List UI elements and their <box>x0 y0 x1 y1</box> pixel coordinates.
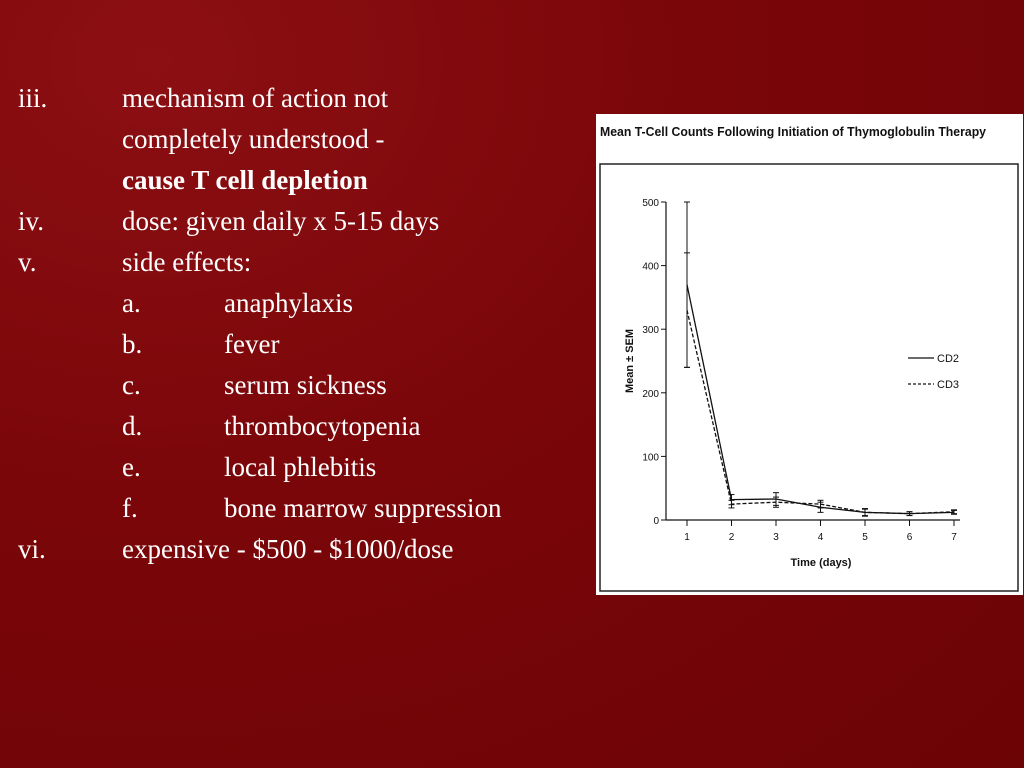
outline-marker: iv. <box>18 206 44 236</box>
y-tick-label: 400 <box>642 262 659 273</box>
outline-marker: v. <box>18 247 37 277</box>
y-tick-label: 100 <box>642 452 659 463</box>
y-tick-label: 200 <box>642 389 659 400</box>
y-tick-label: 500 <box>642 198 659 209</box>
subitem-marker: a. <box>122 288 141 318</box>
outline-text: mechanism of action not <box>122 83 389 113</box>
chart-title: Mean T-Cell Counts Following Initiation … <box>600 125 986 139</box>
x-axis-label: Time (days) <box>791 557 852 569</box>
x-tick-label: 6 <box>907 532 913 543</box>
tcell-chart: Mean T-Cell Counts Following Initiation … <box>599 125 1019 592</box>
series-line-cd3 <box>686 309 955 515</box>
subitem-marker: b. <box>122 329 143 359</box>
x-tick-label: 5 <box>862 532 868 543</box>
legend-label-cd2: CD2 <box>937 353 959 365</box>
x-tick-label: 3 <box>773 532 779 543</box>
outline-text: completely understood - <box>122 124 385 154</box>
y-axis-label: Mean ± SEM <box>624 329 636 393</box>
subitem-marker: d. <box>122 411 143 441</box>
subitem-text: fever <box>224 329 280 359</box>
y-tick-label: 300 <box>642 325 659 336</box>
outline-emphasis-text: cause T cell depletion <box>122 165 368 195</box>
x-tick-label: 7 <box>951 532 957 543</box>
series-line-cd2 <box>686 284 955 515</box>
subitem-text: anaphylaxis <box>224 288 353 318</box>
subitem-text: serum sickness <box>224 370 387 400</box>
x-tick-label: 2 <box>729 532 735 543</box>
outline-text: dose: given daily x 5-15 days <box>122 206 440 236</box>
outline-text: side effects: <box>122 247 252 277</box>
subitem-text: thrombocytopenia <box>224 411 421 441</box>
outline-text: expensive - $500 - $1000/dose <box>122 534 454 564</box>
outline-marker: vi. <box>18 534 46 564</box>
subitem-marker: f. <box>122 493 138 523</box>
axis-ticks: 0 100 200 300 400 500 1 2 3 4 5 6 7 <box>642 198 957 543</box>
subitem-text: local phlebitis <box>224 452 377 482</box>
tcell-chart-figure: Mean T-Cell Counts Following Initiation … <box>596 114 1023 595</box>
x-tick-label: 4 <box>818 532 824 543</box>
x-tick-label: 1 <box>684 532 690 543</box>
y-tick-label: 0 <box>653 516 659 527</box>
series-marks <box>684 201 957 517</box>
subitem-marker: c. <box>122 370 141 400</box>
subitem-marker: e. <box>122 452 141 482</box>
chart-legend: CD2 CD3 <box>908 353 959 391</box>
outline-marker: iii. <box>18 83 48 113</box>
legend-label-cd3: CD3 <box>937 379 959 391</box>
chart-frame <box>599 163 1019 592</box>
subitem-text: bone marrow suppression <box>224 493 502 523</box>
